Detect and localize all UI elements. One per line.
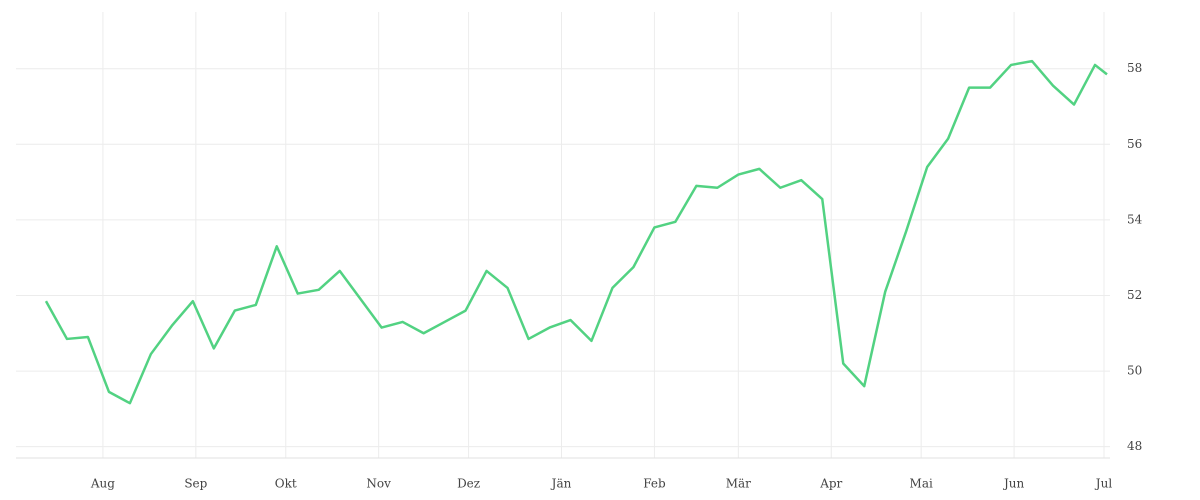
x-tick-label: Apr (819, 477, 842, 491)
x-tick-label: Sep (184, 477, 207, 491)
y-tick-label: 54 (1127, 212, 1143, 226)
y-tick-label: 50 (1127, 364, 1142, 378)
y-tick-label: 56 (1127, 137, 1142, 151)
x-tick-label: Dez (457, 477, 480, 491)
y-tick-label: 52 (1127, 288, 1142, 302)
x-tick-label: Jän (550, 477, 572, 491)
x-tick-label: Mär (726, 477, 751, 491)
x-tick-label: Jul (1094, 477, 1113, 491)
data-line (44, 59, 1108, 405)
x-tick-label: Feb (643, 477, 666, 491)
x-tick-label: Nov (366, 477, 391, 491)
y-tick-label: 58 (1127, 61, 1142, 75)
x-tick-label: Jun (1002, 477, 1025, 491)
x-tick-label: Aug (90, 477, 115, 491)
x-tick-label: Mai (910, 477, 933, 491)
y-tick-label: 48 (1127, 439, 1142, 453)
x-tick-label: Okt (275, 477, 297, 491)
